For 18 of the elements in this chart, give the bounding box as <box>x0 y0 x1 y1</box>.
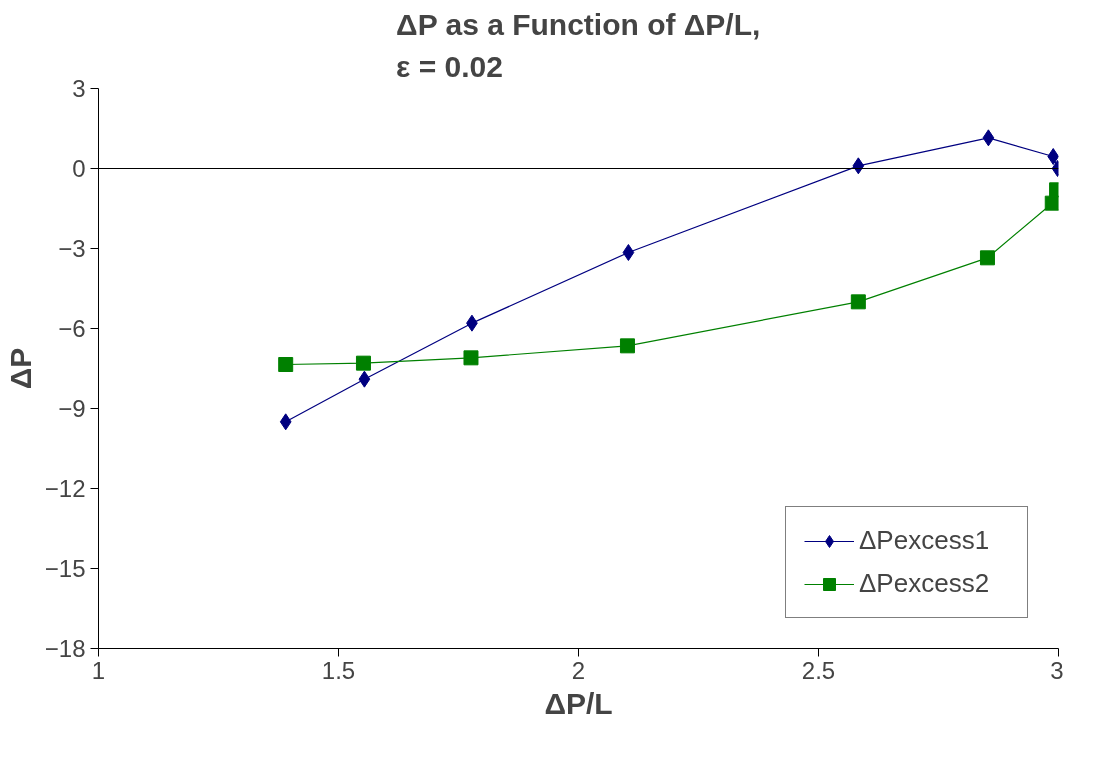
x-axis-title: ΔP/L <box>544 686 613 720</box>
y-tick-label: −18 <box>44 635 86 662</box>
x-tick-label: 1.5 <box>321 656 356 684</box>
legend-label: ΔPexcess1 <box>859 525 991 556</box>
y-tick-label: −6 <box>58 315 86 342</box>
y-tick-label: −12 <box>44 475 86 502</box>
legend-label: ΔPexcess2 <box>859 568 991 599</box>
x-tick-label: 1 <box>91 656 106 684</box>
x-tick-label: 2.5 <box>801 656 836 684</box>
y-tick-label: −9 <box>58 395 86 422</box>
y-tick-label: −3 <box>58 235 86 262</box>
y-tick-label: 3 <box>72 75 86 102</box>
chart-title: ΔP as a Function of ΔP/L, ε = 0.02 <box>396 7 761 84</box>
y-axis-title: ΔP <box>3 347 37 390</box>
y-tick-label: 0 <box>72 155 86 182</box>
x-tick-label: 3 <box>1050 656 1064 684</box>
y-tick-label: −15 <box>44 555 86 582</box>
x-tick-label: 2 <box>571 656 586 684</box>
